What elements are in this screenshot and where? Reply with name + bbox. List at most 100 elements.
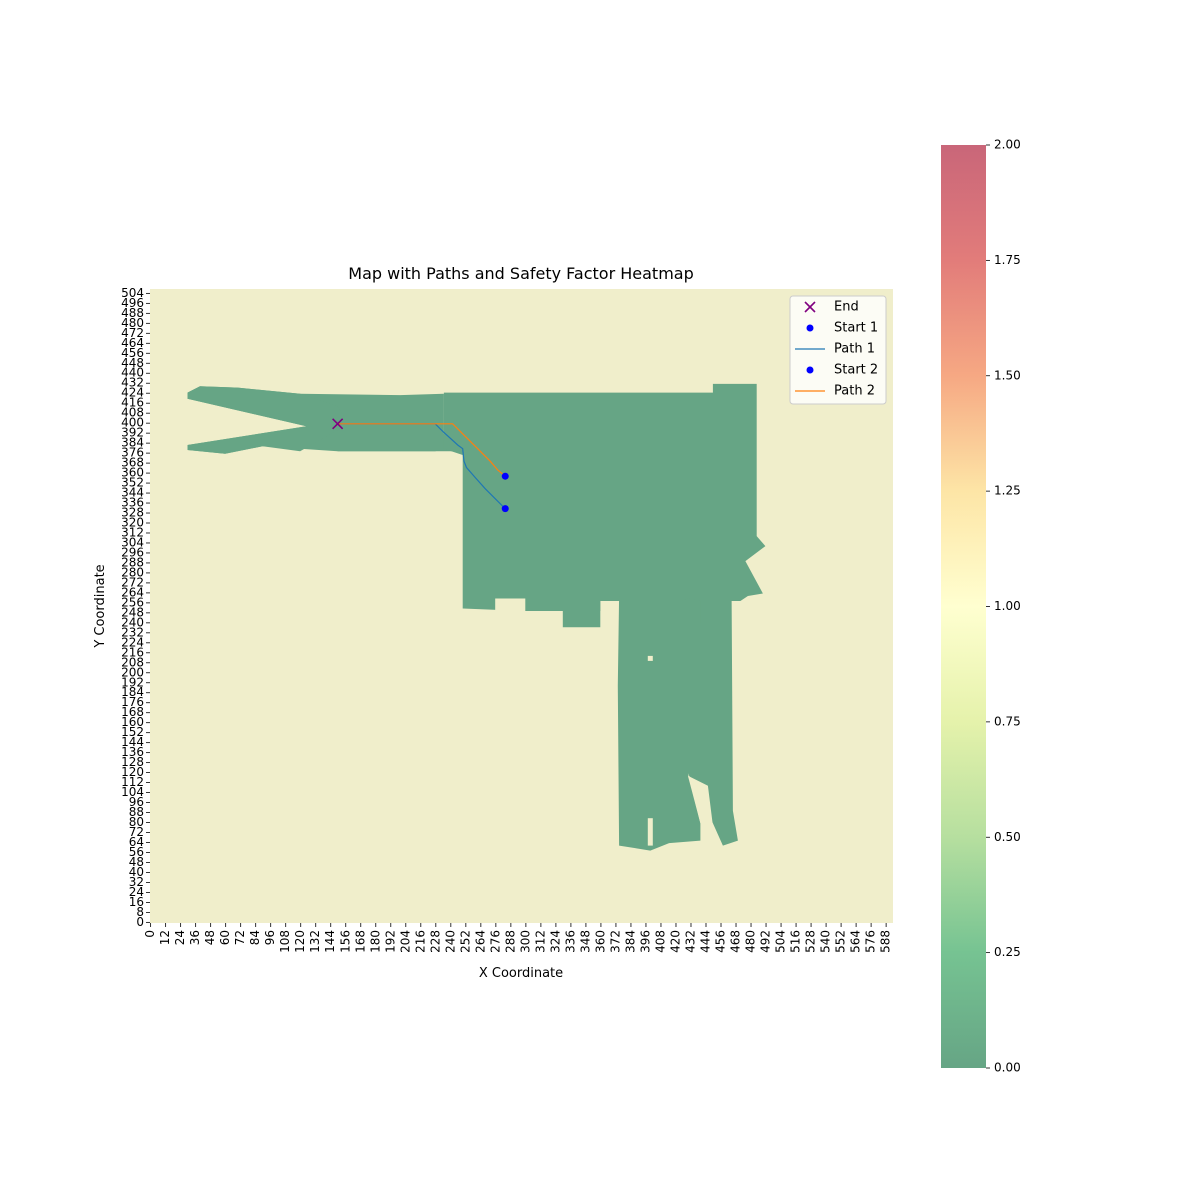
- y-tick-label: 456: [121, 346, 144, 360]
- obstacle-hole: [647, 818, 653, 846]
- y-tick-label: 440: [121, 366, 144, 380]
- free-space-region: [562, 601, 601, 628]
- y-tick-label: 360: [121, 466, 144, 480]
- colorbar-tick-label: 0.75: [994, 714, 1021, 728]
- x-tick-label: 492: [759, 930, 773, 953]
- free-space-region: [337, 433, 463, 452]
- start-1-marker: [501, 505, 509, 513]
- legend-box: [789, 295, 887, 405]
- x-tick-label: 180: [368, 930, 382, 953]
- y-tick-label: 472: [121, 326, 144, 340]
- x-tick-label: 168: [353, 930, 367, 953]
- x-tick-label: 144: [323, 930, 337, 953]
- y-tick-label: 32: [129, 875, 144, 889]
- y-tick-label: 304: [121, 535, 144, 549]
- y-tick-label: 448: [121, 356, 144, 370]
- free-space-region: [617, 596, 738, 851]
- x-axis: 0 12 24 36 48 60 72 84 96 108 120 132 144 156 168 180 19…: [143, 923, 893, 953]
- obstacle-holes: [495, 598, 713, 846]
- colorbar-tick-label: 1.25: [994, 484, 1021, 498]
- x-tick-label: 372: [608, 930, 622, 953]
- y-tick-label: 280: [121, 565, 144, 579]
- colorbar-tick-label: 0.25: [994, 945, 1021, 959]
- x-axis-label: X Coordinate: [479, 966, 563, 981]
- y-tick-label: 368: [121, 456, 144, 470]
- legend-start-2-icon: [806, 366, 814, 374]
- y-tick-label: 488: [121, 306, 144, 320]
- x-tick-label: 12: [158, 930, 172, 945]
- x-tick-label: 84: [248, 930, 262, 945]
- obstacle-hole: [495, 598, 526, 611]
- y-tick-label: 256: [121, 595, 144, 609]
- y-tick-label: 464: [121, 336, 144, 350]
- x-tick-label: 504: [774, 930, 788, 953]
- x-tick-label: 132: [308, 930, 322, 953]
- colorbar-tick-label: 0.00: [994, 1061, 1021, 1075]
- y-axis-label: Y Coordinate: [93, 564, 108, 648]
- x-tick-label: 0: [143, 930, 157, 938]
- y-tick-label: 200: [121, 665, 144, 679]
- y-tick-label: 120: [121, 765, 144, 779]
- y-tick-label: 376: [121, 446, 144, 460]
- x-tick-label: 192: [383, 930, 397, 953]
- y-tick-label: 336: [121, 496, 144, 510]
- obstacle-hole: [687, 775, 713, 826]
- y-tick-label: 56: [129, 845, 144, 859]
- y-tick-label: 152: [121, 725, 144, 739]
- x-tick-label: 432: [683, 930, 697, 953]
- y-tick-label: 24: [129, 885, 144, 899]
- x-tick-label: 252: [458, 930, 472, 953]
- x-tick-label: 552: [834, 930, 848, 953]
- chart-title: Map with Paths and Safety Factor Heatmap: [348, 264, 693, 283]
- legend-end-icon: [804, 301, 816, 313]
- legend-label: Path 2: [834, 384, 875, 399]
- plot-area: [150, 289, 893, 923]
- x-tick-label: 576: [864, 930, 878, 953]
- y-tick-label: 248: [121, 605, 144, 619]
- path-1-line: [337, 423, 506, 510]
- y-tick-label: 208: [121, 655, 144, 669]
- colorbar-tick-label: 1.00: [994, 599, 1021, 613]
- colorbar-tick-label: 1.75: [994, 253, 1021, 267]
- x-tick-label: 312: [533, 930, 547, 953]
- legend-start-1-icon: [806, 324, 814, 332]
- y-tick-label: 296: [121, 545, 144, 559]
- y-tick-label: 128: [121, 755, 144, 769]
- x-tick-label: 24: [173, 930, 187, 945]
- legend-label: Start 1: [834, 321, 878, 336]
- y-tick-label: 224: [121, 635, 144, 649]
- x-tick-label: 108: [278, 930, 292, 953]
- x-tick-label: 336: [563, 930, 577, 953]
- y-tick-label: 232: [121, 625, 144, 639]
- x-tick-label: 324: [548, 930, 562, 953]
- y-tick-label: 344: [121, 486, 144, 500]
- y-tick-label: 272: [121, 575, 144, 589]
- x-tick-label: 96: [263, 930, 277, 945]
- y-tick-label: 264: [121, 585, 144, 599]
- y-tick-label: 176: [121, 695, 144, 709]
- y-tick-label: 184: [121, 685, 144, 699]
- x-tick-label: 360: [593, 930, 607, 953]
- x-tick-label: 276: [488, 930, 502, 953]
- free-space-region: [681, 598, 701, 624]
- y-tick-label: 40: [129, 865, 144, 879]
- x-tick-label: 36: [188, 930, 202, 945]
- free-space-region: [443, 383, 766, 611]
- colorbar-tick-label: 2.00: [994, 138, 1021, 152]
- y-axis: 0816243240485664728088961041121201281361…: [121, 286, 150, 929]
- x-tick-label: 480: [744, 930, 758, 953]
- x-tick-label: 516: [789, 930, 803, 953]
- y-tick-label: 160: [121, 715, 144, 729]
- colorbar-tick-label: 1.50: [994, 368, 1021, 382]
- y-tick-label: 384: [121, 436, 144, 450]
- x-tick-label: 420: [668, 930, 682, 953]
- y-tick-label: 80: [129, 815, 144, 829]
- x-tick-label: 288: [503, 930, 517, 953]
- y-tick-label: 192: [121, 675, 144, 689]
- x-tick-label: 588: [879, 930, 893, 953]
- y-tick-label: 392: [121, 426, 144, 440]
- x-tick-label: 228: [428, 930, 442, 953]
- x-tick-label: 60: [218, 930, 232, 945]
- path-2-line: [337, 423, 506, 477]
- free-space-region: [187, 386, 346, 454]
